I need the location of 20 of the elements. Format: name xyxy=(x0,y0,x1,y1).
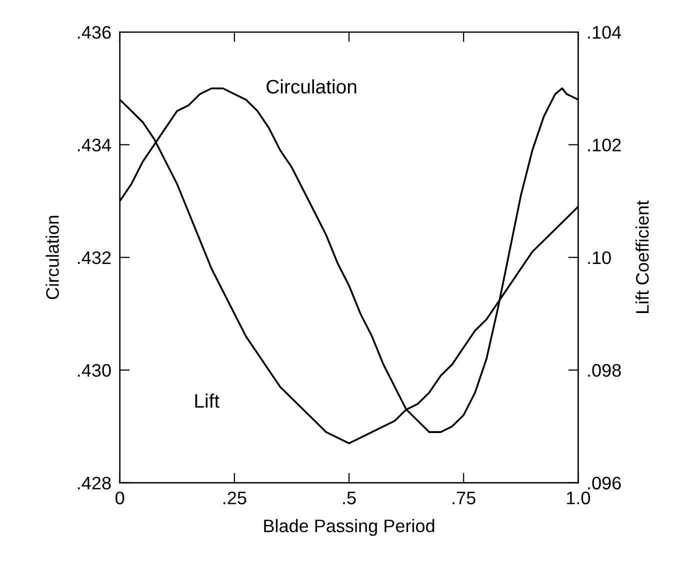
y2-tick-label: .104 xyxy=(588,26,622,39)
y-tick-label: .432 xyxy=(78,251,111,264)
x-tick-label: .25 xyxy=(224,492,246,504)
x-tick-label: 0 xyxy=(116,492,124,504)
y-tick-label: .428 xyxy=(78,476,111,490)
y-tick-label: .434 xyxy=(78,138,111,152)
y2-tick-label: .098 xyxy=(588,364,621,377)
y2-tick-label: .102 xyxy=(588,138,621,152)
y2-axis-title: Lift Coefficient xyxy=(636,200,649,313)
text: Lift xyxy=(195,394,220,408)
y-tick-label: .436 xyxy=(78,26,111,39)
x-tick-label: .5 xyxy=(343,492,356,504)
x-tick-label: .75 xyxy=(452,492,476,504)
y-tick-label: .430 xyxy=(78,364,111,377)
series-label: Circulation xyxy=(266,79,356,94)
y2-tick-label: .096 xyxy=(588,476,621,490)
x-axis-title: Blade Passing Period xyxy=(264,519,434,536)
x-tick-label: 1.0 xyxy=(566,492,590,504)
y-axis-title: Circulation xyxy=(46,216,59,300)
y2-tick-label: .10 xyxy=(588,251,611,264)
